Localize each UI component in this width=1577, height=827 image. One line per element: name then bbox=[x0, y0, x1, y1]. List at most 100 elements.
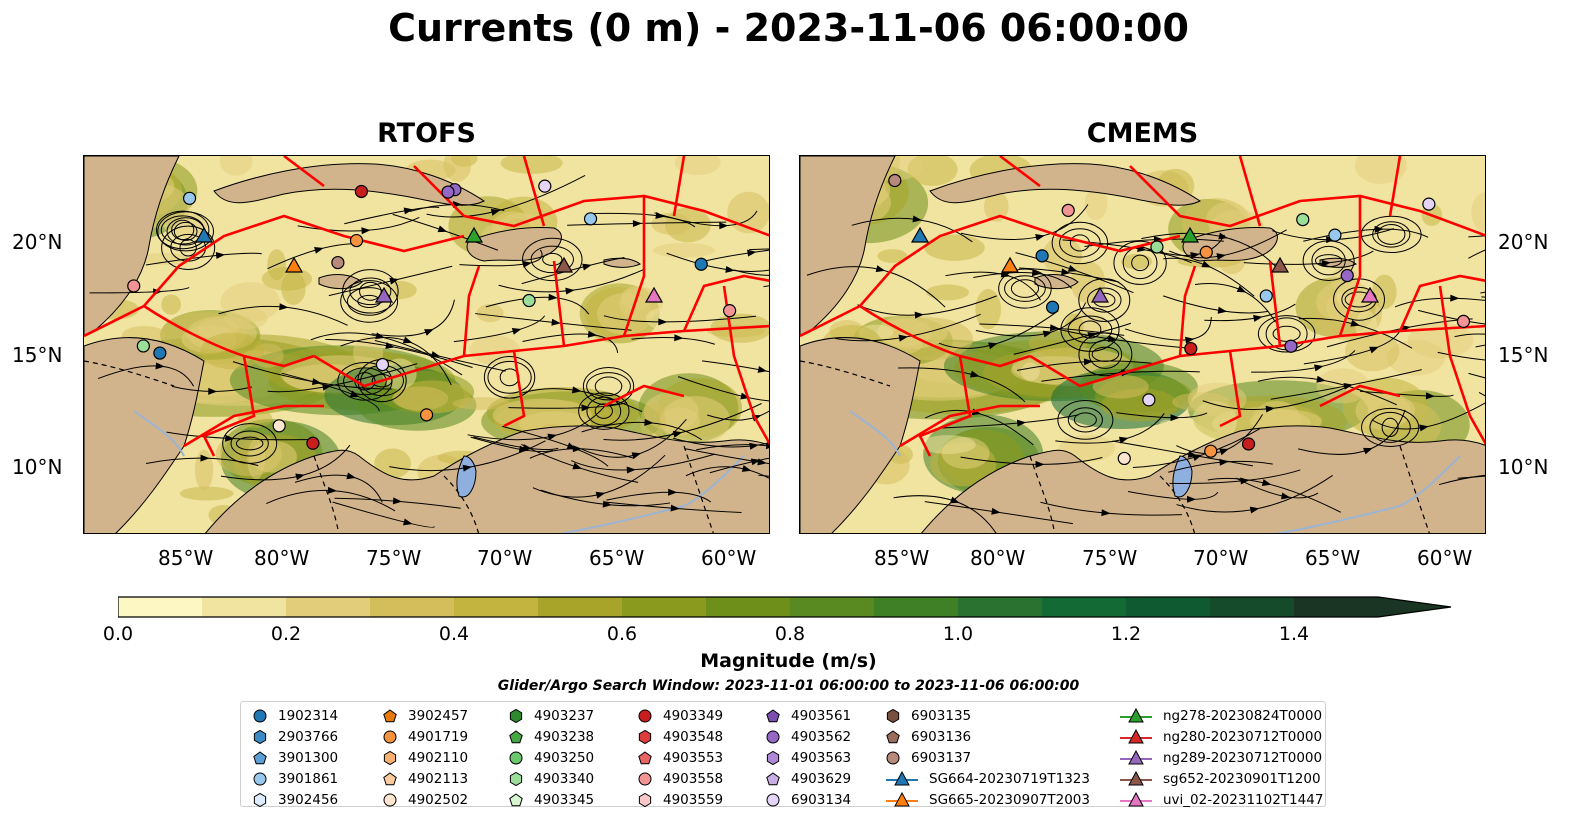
legend-item-label: SG664-20230719T1323 bbox=[929, 770, 1090, 787]
hexagon-marker-icon bbox=[766, 750, 780, 766]
legend-item-label: 6903137 bbox=[911, 749, 972, 766]
legend-item-label: 4902110 bbox=[408, 749, 469, 766]
circle-marker-icon bbox=[383, 793, 397, 807]
float-markers bbox=[127, 179, 737, 450]
legend-item-label: 3901300 bbox=[278, 749, 339, 766]
pentagon-marker-icon bbox=[886, 730, 900, 744]
glider-marker bbox=[1000, 256, 1020, 273]
circle-marker-icon bbox=[638, 772, 652, 786]
argo-float-marker bbox=[127, 279, 141, 293]
rivers bbox=[849, 410, 1461, 533]
argo-float-marker bbox=[354, 184, 368, 199]
argo-float-marker bbox=[1204, 444, 1218, 458]
colorbar-tick-label: 0.8 bbox=[774, 623, 806, 645]
glider-marker bbox=[554, 256, 574, 273]
argo-float-marker bbox=[723, 304, 737, 318]
legend-item: 4903340 bbox=[508, 768, 594, 789]
lon-tick-label: 80°W bbox=[970, 546, 1026, 570]
legend-item-label: 6903134 bbox=[791, 791, 852, 808]
legend-item-label: 4903629 bbox=[791, 770, 852, 787]
triangle-line-marker-icon bbox=[1120, 770, 1152, 786]
streamline-arrows bbox=[875, 215, 1460, 517]
colorbar-tick-label: 0.0 bbox=[102, 623, 134, 645]
legend-item-label: sg652-20230901T1200 bbox=[1163, 770, 1321, 787]
legend-item: 4903238 bbox=[508, 727, 594, 748]
lon-tick-label: 70°W bbox=[1193, 546, 1249, 570]
hexagon-marker-icon bbox=[638, 792, 652, 807]
triangle-line-marker-icon bbox=[1120, 729, 1152, 744]
legend-item: 4903237 bbox=[508, 706, 594, 727]
argo-float-marker bbox=[136, 339, 150, 353]
lat-tick-label-left: 10°N bbox=[12, 455, 63, 479]
legend-item: 4903562 bbox=[765, 727, 851, 748]
glider-marker bbox=[910, 226, 930, 243]
legend-item: 4903345 bbox=[508, 789, 594, 810]
country-borders bbox=[84, 360, 714, 533]
legend-item-label: SG665-20230907T2003 bbox=[929, 791, 1090, 808]
legend-item: uvi_02-20231102T1447 bbox=[1119, 789, 1323, 810]
lat-tick-label-left: 20°N bbox=[12, 230, 63, 254]
legend-item-label: 4903558 bbox=[663, 770, 724, 787]
legend-item-label: 2903766 bbox=[278, 729, 339, 746]
glider-marker bbox=[194, 226, 214, 243]
glider-marker bbox=[1090, 286, 1110, 303]
legend-column: 1902314 2903766 3901300 3901861 3902456 bbox=[252, 706, 338, 810]
colorbar-segment bbox=[790, 597, 875, 617]
colorbar-segment bbox=[1042, 597, 1127, 617]
legend-item: ng289-20230712T0000 bbox=[1119, 748, 1323, 769]
eez-boundaries bbox=[800, 156, 1485, 457]
legend-item-label: 1902314 bbox=[278, 708, 339, 725]
lon-tick-label: 60°W bbox=[1417, 546, 1473, 570]
hexagon-marker-icon bbox=[253, 730, 267, 745]
pentagon-marker-icon bbox=[509, 730, 523, 744]
lon-tick-label: 80°W bbox=[254, 546, 310, 570]
lon-tick-label: 65°W bbox=[1305, 546, 1361, 570]
colorbar-tick-label: 0.6 bbox=[606, 623, 638, 645]
figure-title: Currents (0 m) - 2023-11-06 06:00:00 bbox=[388, 6, 1189, 50]
argo-float-marker bbox=[1150, 240, 1164, 254]
legend-item-label: uvi_02-20231102T1447 bbox=[1163, 791, 1324, 808]
argo-float-marker bbox=[1199, 245, 1213, 259]
argo-float-marker bbox=[888, 173, 902, 188]
colorbar-tick-label: 1.0 bbox=[942, 623, 974, 645]
legend-item-label: 4903561 bbox=[791, 708, 852, 725]
glider-marker bbox=[374, 286, 394, 303]
glider-marker bbox=[464, 226, 484, 243]
streamline-arrows bbox=[153, 200, 769, 526]
colorbar-tick-label: 1.4 bbox=[1278, 623, 1310, 645]
legend-item-label: 3901861 bbox=[278, 770, 339, 787]
colorbar-segment bbox=[706, 597, 791, 617]
colorbar-label: Magnitude (m/s) bbox=[700, 650, 877, 672]
legend-item: 2903766 bbox=[252, 727, 338, 748]
colorbar-segment bbox=[622, 597, 707, 617]
glider-marker bbox=[1360, 286, 1380, 303]
legend-item-label: 3902456 bbox=[278, 791, 339, 808]
legend-item: 4903548 bbox=[637, 727, 723, 748]
rivers bbox=[133, 410, 745, 533]
argo-float-marker bbox=[272, 419, 286, 433]
legend-item: 4903563 bbox=[765, 748, 851, 769]
pentagon-marker-icon bbox=[253, 751, 267, 765]
circle-marker-icon bbox=[766, 793, 780, 807]
legend-item-label: 4903553 bbox=[663, 749, 724, 766]
lat-tick-label-right: 20°N bbox=[1498, 230, 1549, 254]
legend-item: 4903561 bbox=[765, 706, 851, 727]
colorbar-segment bbox=[958, 597, 1043, 617]
lon-tick-label: 85°W bbox=[158, 546, 214, 570]
legend-item-label: ng289-20230712T0000 bbox=[1163, 749, 1323, 766]
colorbar-extend-arrow bbox=[1378, 597, 1451, 617]
legend-item: ng280-20230712T0000 bbox=[1119, 727, 1323, 748]
lat-tick-label-right: 10°N bbox=[1498, 455, 1549, 479]
argo-float-marker bbox=[182, 191, 197, 205]
hexagon-marker-icon bbox=[509, 709, 523, 724]
legend-item: SG665-20230907T2003 bbox=[885, 789, 1090, 810]
legend-column: 3902457 4901719 4902110 4902113 4902502 bbox=[382, 706, 468, 810]
lon-tick-label: 70°W bbox=[477, 546, 533, 570]
triangle-line-marker-icon bbox=[1120, 749, 1152, 765]
legend-item-label: 4903237 bbox=[534, 708, 595, 725]
colorbar-tick-label: 0.2 bbox=[270, 623, 302, 645]
legend-item-label: 3902457 bbox=[408, 708, 469, 725]
legend-item-label: 4903562 bbox=[791, 729, 852, 746]
legend-item: ng278-20230824T0000 bbox=[1119, 706, 1323, 727]
colorbar-segment bbox=[874, 597, 959, 617]
